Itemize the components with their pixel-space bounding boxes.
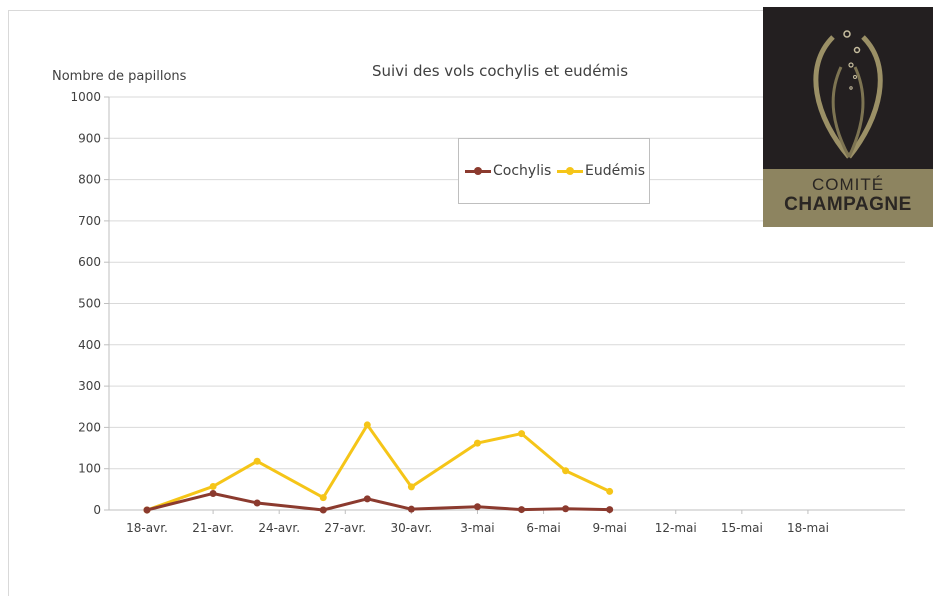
x-tick-label: 12-mai <box>655 521 697 535</box>
data-point-eudemis <box>407 483 415 491</box>
y-tick-label: 700 <box>78 214 101 228</box>
legend-item-cochylis: Cochylis <box>465 163 551 179</box>
data-point-eudemis <box>518 430 526 438</box>
x-tick-label: 6-mai <box>526 521 560 535</box>
x-tick-label: 15-mai <box>721 521 763 535</box>
data-point-cochylis <box>363 495 371 503</box>
logo-line-2: CHAMPAGNE <box>784 194 912 215</box>
data-point-eudemis <box>562 467 570 475</box>
y-tick-label: 0 <box>93 503 101 517</box>
y-tick-label: 1000 <box>70 90 101 104</box>
data-point-eudemis <box>319 494 327 502</box>
x-tick-label: 18-avr. <box>126 521 168 535</box>
series-line-cochylis <box>146 491 610 512</box>
y-tick-label: 400 <box>78 338 101 352</box>
series-line-eudemis <box>146 423 611 512</box>
y-tick-label: 100 <box>78 462 101 476</box>
y-tick-label: 800 <box>78 173 101 187</box>
x-tick-label: 18-mai <box>787 521 829 535</box>
champagne-bubbles-icon <box>813 30 883 159</box>
data-point-cochylis <box>319 506 327 514</box>
x-tick-label: 24-avr. <box>258 521 300 535</box>
data-point-eudemis <box>473 439 481 447</box>
data-point-cochylis <box>606 506 614 514</box>
eudemis-legend-marker <box>557 165 583 177</box>
x-tick-label: 27-avr. <box>324 521 366 535</box>
legend-item-eudemis: Eudémis <box>557 163 645 179</box>
y-tick-label: 900 <box>78 131 101 145</box>
x-tick-label: 3-mai <box>460 521 494 535</box>
x-tick-label: 9-mai <box>592 521 626 535</box>
data-point-eudemis <box>253 457 261 465</box>
data-point-cochylis <box>562 505 570 513</box>
logo-band: COMITÉ CHAMPAGNE <box>763 169 933 227</box>
data-point-eudemis <box>209 482 217 490</box>
comite-champagne-logo: COMITÉ CHAMPAGNE <box>763 7 933 227</box>
data-point-cochylis <box>518 506 526 514</box>
y-tick-label: 300 <box>78 379 101 393</box>
data-point-eudemis <box>606 487 614 495</box>
axes: 0 100 200 300 400 500 600 700 800 900 1000 18-avr. 2… <box>70 90 905 535</box>
data-point-cochylis <box>407 505 415 513</box>
data-point-cochylis <box>209 489 217 497</box>
y-tick-label: 600 <box>78 255 101 269</box>
x-tick-label: 21-avr. <box>192 521 234 535</box>
legend-label-eudemis: Eudémis <box>585 163 646 179</box>
data-point-cochylis <box>253 499 261 507</box>
y-tick-label: 200 <box>78 420 101 434</box>
data-point-cochylis <box>473 503 481 511</box>
cochylis-legend-marker <box>465 165 491 177</box>
chart-title: Suivi des vols cochylis et eudémis <box>372 62 628 80</box>
data-point-eudemis <box>363 421 371 429</box>
series-lines <box>143 421 614 514</box>
x-tick-label: 30-avr. <box>391 521 433 535</box>
chart-frame <box>8 10 932 596</box>
legend: Cochylis Eudémis <box>458 138 650 204</box>
legend-label-cochylis: Cochylis <box>493 163 552 179</box>
y-tick-label: 500 <box>78 297 101 311</box>
data-point-cochylis <box>143 506 151 514</box>
logo-line-1: COMITÉ <box>811 175 885 194</box>
y-axis-label: Nombre de papillons <box>52 69 187 84</box>
